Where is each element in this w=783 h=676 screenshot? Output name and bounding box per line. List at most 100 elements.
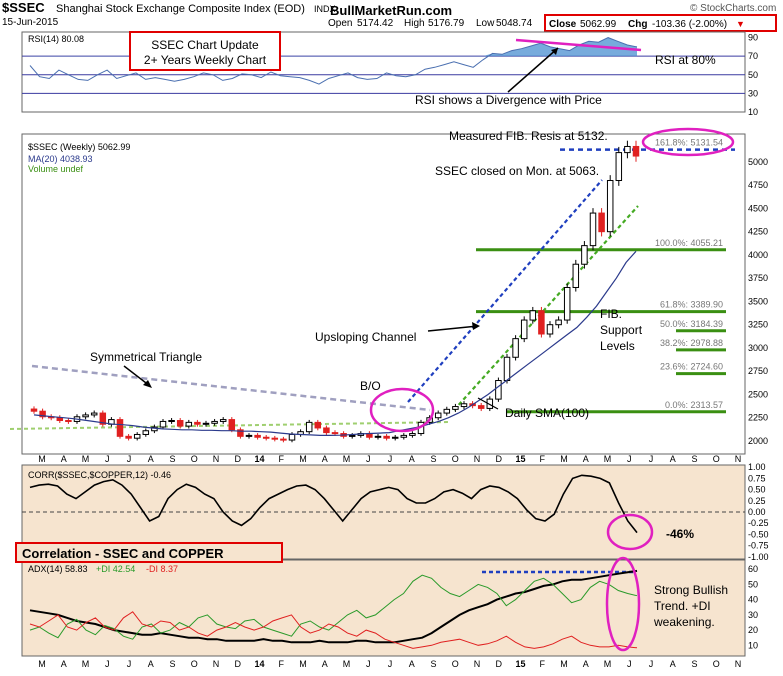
x-axis-label: O — [713, 659, 720, 669]
x-axis-label: F — [279, 659, 285, 669]
price-tick-label: 3000 — [748, 343, 768, 353]
x-axis-label: F — [540, 454, 546, 464]
candle-body — [529, 310, 537, 321]
x-axis-label: A — [322, 659, 328, 669]
rsi-legend: RSI(14) 80.08 — [28, 34, 84, 44]
candle-body — [90, 412, 98, 416]
adx-layer: 10 20 30 40 50 60 — [29, 564, 758, 650]
price-tick-label: 2000 — [748, 436, 768, 446]
candle-body — [538, 310, 545, 335]
adx-note-3: weakening. — [653, 615, 715, 629]
x-axis-label: N — [474, 659, 481, 669]
candle-body — [211, 420, 218, 424]
plus-di-legend: +DI 42.54 — [96, 564, 135, 574]
breakout-note: B/O — [360, 379, 381, 393]
x-axis-label: D — [235, 659, 242, 669]
title-line-1: SSEC Chart Update — [151, 38, 259, 52]
corr-tick-label: 0.50 — [748, 485, 766, 495]
chart-header: $SSEC Shanghai Stock Exchange Composite … — [2, 0, 777, 32]
candle-body — [65, 420, 72, 423]
x-axis-label: S — [430, 659, 436, 669]
correlation-layer: 1.000.75 0.500.250.00-0.25-0.50 -0.75-1.00 — [22, 462, 769, 562]
corr-tick-label: 0.75 — [748, 473, 766, 483]
candle-body — [323, 427, 330, 434]
candle-body — [348, 434, 356, 437]
low-label: Low — [476, 18, 495, 29]
fib-support-3: Levels — [600, 339, 635, 353]
minus-di-line — [29, 611, 638, 649]
candle-body — [176, 420, 184, 427]
price-tick-label: 4750 — [748, 180, 768, 190]
x-axis-label: N — [213, 659, 220, 669]
x-axis-label: J — [105, 659, 110, 669]
x-axis-label: A — [148, 454, 154, 464]
candle-body — [331, 432, 339, 435]
candle-body — [391, 436, 399, 439]
fib-level-label: 23.6%: 2724.60 — [660, 362, 723, 372]
arrowhead-icon — [472, 322, 480, 330]
adx-highlight — [605, 556, 641, 652]
site-watermark: © StockCharts.com — [690, 3, 776, 14]
candle-body — [606, 180, 614, 233]
candle-body — [116, 419, 124, 437]
open-value: 5174.42 — [357, 18, 394, 29]
candle-body — [133, 433, 141, 439]
x-axis-label: A — [583, 454, 589, 464]
candle-body — [228, 419, 236, 431]
candle-body — [477, 405, 485, 409]
x-axis-layer: M A M J J A S O N D 14 F M A M J J A S O N D 15 F M A M J J A S O N M A M J J… — [38, 454, 741, 669]
divergence-arrow — [507, 47, 559, 93]
candle-body — [434, 412, 442, 419]
x-axis-label: M — [560, 454, 568, 464]
x-axis-label: J — [366, 454, 371, 464]
x-axis-label: S — [430, 454, 436, 464]
x-axis-label: S — [691, 454, 697, 464]
x-axis-label: A — [409, 659, 415, 669]
candle-body — [125, 435, 132, 439]
x-axis-label: M — [82, 659, 90, 669]
corr-highlight — [606, 513, 654, 551]
price-tick-label: 4250 — [748, 227, 768, 237]
candle-body — [581, 245, 588, 265]
x-axis-label: 14 — [254, 454, 264, 464]
price-tick-label: 2250 — [748, 413, 768, 423]
price-panel — [21, 133, 746, 455]
fib-level-label: 0.0%: 2313.57 — [665, 400, 723, 410]
x-axis-label: M — [343, 659, 351, 669]
rsi-divergence-note: RSI shows a Divergence with Price — [415, 93, 602, 107]
candle-body — [443, 408, 451, 414]
fib-level-label: 38.2%: 2978.88 — [660, 338, 723, 348]
price-tick-label: 3250 — [748, 320, 768, 330]
x-axis-label: O — [452, 659, 459, 669]
candle-body — [589, 212, 597, 247]
close-value: 5062.99 — [580, 19, 617, 30]
x-axis-label: N — [213, 454, 220, 464]
high-label: High — [404, 18, 425, 29]
breakout-highlight — [369, 387, 435, 433]
x-axis-label: J — [127, 454, 132, 464]
arrowhead-icon — [143, 380, 152, 388]
adx-tick-label: 50 — [748, 579, 758, 589]
x-axis-label: M — [299, 454, 307, 464]
rsi-tick-label: 70 — [748, 51, 758, 61]
candle-body — [512, 338, 519, 358]
price-layer: 2000 2250 2500 2750 3000 3250 3500 3750 4000 4250… — [9, 138, 768, 446]
rsi-tick-label: 90 — [748, 33, 758, 43]
candle-body — [202, 422, 210, 425]
candle-body — [30, 408, 38, 412]
price-tick-label: 3500 — [748, 296, 768, 306]
candle-body — [305, 421, 313, 433]
price-tick-label: 2750 — [748, 366, 768, 376]
channel-lower-line — [453, 205, 639, 411]
correlation-title-box — [15, 542, 283, 563]
corr-value-note: -46% — [666, 527, 694, 541]
candle-body — [82, 414, 89, 418]
fib-level-label: 61.8%: 3389.90 — [660, 300, 723, 310]
corr-tick-label: 0.00 — [748, 507, 766, 517]
candle-body — [452, 406, 459, 410]
x-axis-label: S — [169, 659, 175, 669]
candle-body — [572, 263, 580, 288]
x-axis-label: A — [583, 659, 589, 669]
